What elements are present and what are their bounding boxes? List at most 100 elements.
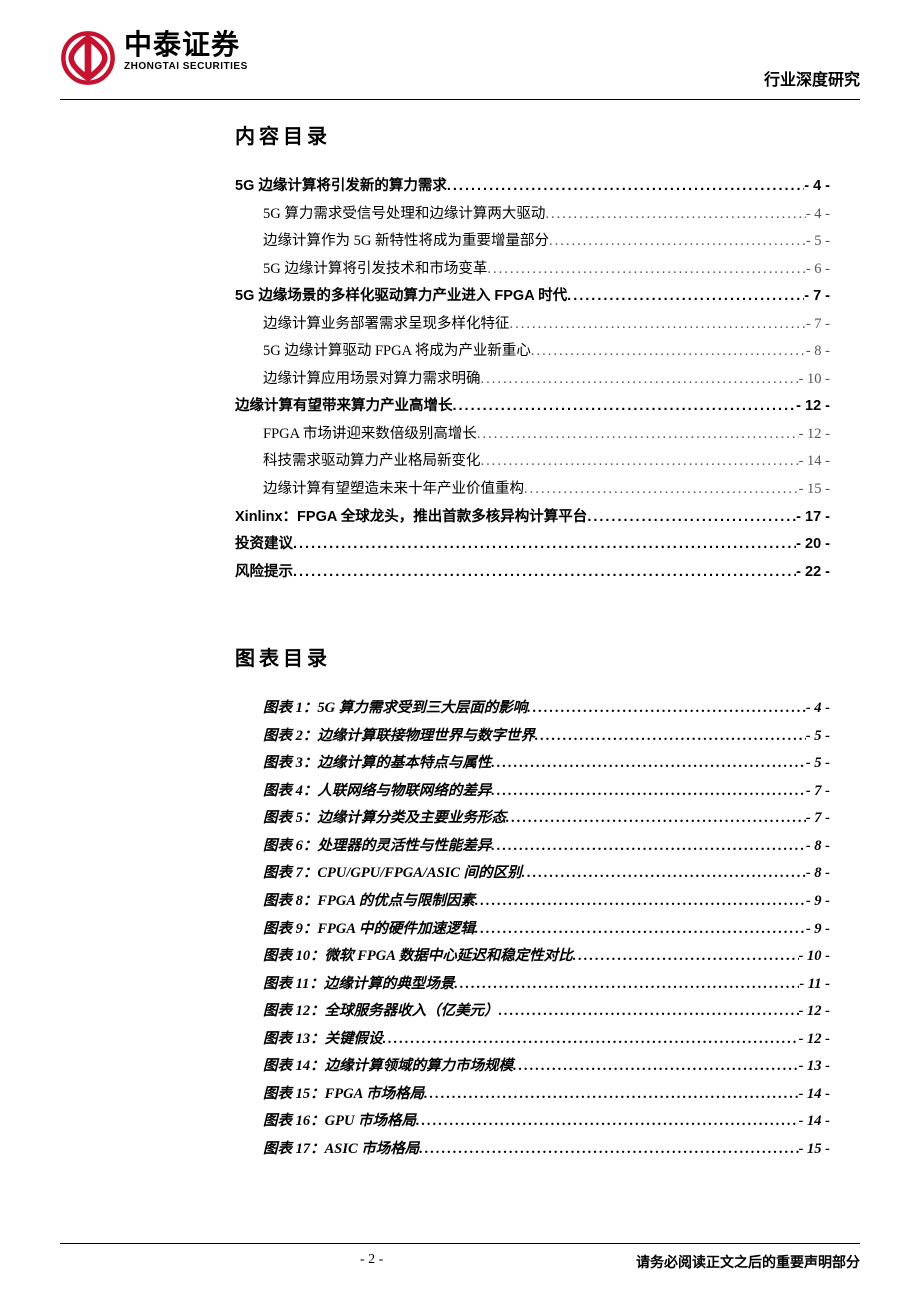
- toc-entry-label: 5G 边缘计算驱动 FPGA 将成为产业新重心: [263, 338, 531, 366]
- toc-leader-dots: [453, 393, 797, 421]
- toc-leader-dots: [491, 750, 805, 778]
- toc-entry: Xinlinx：FPGA 全球龙头，推出首款多核异构计算平台- 17 -: [235, 504, 830, 532]
- figure-entry-page: - 9 -: [806, 888, 830, 916]
- toc-entry: 投资建议- 20 -: [235, 531, 830, 559]
- figure-entry: 图表 13：关键假设- 12 -: [235, 1026, 830, 1054]
- toc-leader-dots: [416, 1108, 799, 1136]
- toc-leader-dots: [513, 1053, 798, 1081]
- figure-entry-page: - 13 -: [799, 1053, 830, 1081]
- toc-leader-dots: [510, 311, 806, 339]
- figure-entry: 图表 11：边缘计算的典型场景- 11 -: [235, 971, 830, 999]
- figure-entry: 图表 12：全球服务器收入（亿美元）- 12 -: [235, 998, 830, 1026]
- figures-list: 图表 1：5G 算力需求受到三大层面的影响 - 4 -图表 2：边缘计算联接物理世…: [235, 695, 830, 1163]
- toc-leader-dots: [475, 916, 806, 944]
- toc-entry-label: FPGA 市场讲迎来数倍级别高增长: [263, 421, 477, 449]
- figure-entry-page: - 4 -: [806, 695, 830, 723]
- toc-leader-dots: [522, 860, 806, 888]
- figure-entry-page: - 7 -: [806, 805, 830, 833]
- logo-text: 中泰证券 ZHONGTAI SECURITIES: [124, 30, 248, 72]
- toc-leader-dots: [481, 448, 799, 476]
- figure-entry: 图表 7：CPU/GPU/FPGA/ASIC 间的区别 - 8 -: [235, 860, 830, 888]
- toc-entry: 边缘计算应用场景对算力需求明确- 10 -: [235, 366, 830, 394]
- figure-entry-label: 图表 13：关键假设: [263, 1026, 383, 1054]
- figure-entry: 图表 9：FPGA 中的硬件加速逻辑- 9 -: [235, 916, 830, 944]
- figure-entry-page: - 9 -: [806, 916, 830, 944]
- figure-entry-label: 图表 1：5G 算力需求受到三大层面的影响: [263, 695, 527, 723]
- content-area: 内容目录 5G 边缘计算将引发新的算力需求- 4 -5G 算力需求受信号处理和边…: [235, 120, 830, 1220]
- toc-entry-page: - 17 -: [796, 504, 830, 532]
- toc-leader-dots: [454, 971, 799, 999]
- logo-text-en: ZHONGTAI SECURITIES: [124, 61, 248, 72]
- toc-entry: 边缘计算有望带来算力产业高增长- 12 -: [235, 393, 830, 421]
- toc-leader-dots: [573, 943, 799, 971]
- toc-entry-page: - 7 -: [806, 311, 830, 339]
- figure-entry-label: 图表 8：FPGA 的优点与限制因素: [263, 888, 475, 916]
- figure-entry: 图表 1：5G 算力需求受到三大层面的影响 - 4 -: [235, 695, 830, 723]
- toc-entry-page: - 5 -: [806, 228, 830, 256]
- doc-category: 行业深度研究: [764, 66, 860, 90]
- figures-title: 图表目录: [235, 642, 830, 671]
- toc-leader-dots: [481, 366, 799, 394]
- figure-entry-label: 图表 7：CPU/GPU/FPGA/ASIC 间的区别: [263, 860, 522, 888]
- toc-leader-dots: [531, 338, 806, 366]
- figure-entry: 图表 6：处理器的灵活性与性能差异- 8 -: [235, 833, 830, 861]
- toc-leader-dots: [527, 695, 806, 723]
- figure-entry-label: 图表 16：GPU 市场格局: [263, 1108, 416, 1136]
- page-header: 中泰证券 ZHONGTAI SECURITIES 行业深度研究: [60, 30, 860, 100]
- toc-entry: 边缘计算作为 5G 新特性将成为重要增量部分 - 5 -: [235, 228, 830, 256]
- toc-entry: 5G 边缘计算将引发新的算力需求- 4 -: [235, 173, 830, 201]
- logo-block: 中泰证券 ZHONGTAI SECURITIES: [60, 30, 248, 86]
- toc-entry-page: - 8 -: [806, 338, 830, 366]
- figure-entry-label: 图表 14：边缘计算领域的算力市场规模: [263, 1053, 513, 1081]
- toc-entry: 边缘计算业务部署需求呈现多样化特征- 7 -: [235, 311, 830, 339]
- toc-list: 5G 边缘计算将引发新的算力需求- 4 -5G 算力需求受信号处理和边缘计算两大…: [235, 173, 830, 586]
- toc-title: 内容目录: [235, 120, 830, 149]
- figure-entry-page: - 12 -: [799, 998, 830, 1026]
- figure-entry: 图表 2：边缘计算联接物理世界与数字世界- 5 -: [235, 723, 830, 751]
- figure-entry: 图表 17：ASIC 市场格局 - 15 -: [235, 1136, 830, 1164]
- figure-entry-page: - 14 -: [799, 1108, 830, 1136]
- figure-entry-label: 图表 6：处理器的灵活性与性能差异: [263, 833, 491, 861]
- figure-entry: 图表 4：人联网络与物联网络的差异- 7 -: [235, 778, 830, 806]
- toc-leader-dots: [293, 559, 796, 587]
- toc-entry-page: - 10 -: [799, 366, 830, 394]
- toc-entry-label: 边缘计算有望塑造未来十年产业价值重构: [263, 476, 524, 504]
- toc-entry-label: 科技需求驱动算力产业格局新变化: [263, 448, 481, 476]
- toc-entry-label: 5G 边缘计算将引发技术和市场变革: [263, 256, 487, 284]
- figure-entry: 图表 14：边缘计算领域的算力市场规模 - 13 -: [235, 1053, 830, 1081]
- toc-entry: 5G 算力需求受信号处理和边缘计算两大驱动- 4 -: [235, 201, 830, 229]
- figure-entry-page: - 5 -: [806, 723, 830, 751]
- toc-leader-dots: [383, 1026, 799, 1054]
- figure-entry-label: 图表 11：边缘计算的典型场景: [263, 971, 454, 999]
- toc-entry-page: - 14 -: [799, 448, 830, 476]
- toc-leader-dots: [567, 283, 804, 311]
- figure-entry-label: 图表 10：微软 FPGA 数据中心延迟和稳定性对比: [263, 943, 573, 971]
- figure-entry-page: - 7 -: [806, 778, 830, 806]
- figure-entry: 图表 5：边缘计算分类及主要业务形态 - 7 -: [235, 805, 830, 833]
- page-footer: - 2 - 请务必阅读正文之后的重要声明部分: [60, 1243, 860, 1272]
- toc-leader-dots: [535, 723, 806, 751]
- figure-entry-page: - 8 -: [806, 860, 830, 888]
- figure-entry-page: - 14 -: [799, 1081, 830, 1109]
- toc-entry-label: 5G 算力需求受信号处理和边缘计算两大驱动: [263, 201, 545, 229]
- toc-leader-dots: [491, 833, 805, 861]
- toc-entry-page: - 4 -: [804, 173, 830, 201]
- toc-leader-dots: [447, 173, 804, 201]
- toc-entry-page: - 22 -: [796, 559, 830, 587]
- toc-leader-dots: [506, 805, 806, 833]
- toc-leader-dots: [424, 1081, 798, 1109]
- toc-entry-page: - 15 -: [799, 476, 830, 504]
- figure-entry-page: - 5 -: [806, 750, 830, 778]
- toc-leader-dots: [545, 201, 805, 229]
- toc-entry: 风险提示 - 22 -: [235, 559, 830, 587]
- figure-entry-label: 图表 5：边缘计算分类及主要业务形态: [263, 805, 506, 833]
- figure-entry-page: - 15 -: [799, 1136, 830, 1164]
- toc-entry-label: 风险提示: [235, 559, 293, 587]
- figure-entry-label: 图表 17：ASIC 市场格局: [263, 1136, 419, 1164]
- toc-leader-dots: [293, 531, 796, 559]
- page-number: - 2 -: [360, 1252, 383, 1272]
- toc-leader-dots: [524, 476, 799, 504]
- toc-entry-label: 边缘计算作为 5G 新特性将成为重要增量部分: [263, 228, 549, 256]
- toc-leader-dots: [419, 1136, 798, 1164]
- toc-leader-dots: [491, 778, 805, 806]
